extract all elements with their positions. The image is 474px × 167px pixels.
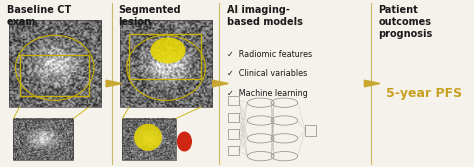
Text: Baseline CT
exam: Baseline CT exam <box>7 5 72 27</box>
Ellipse shape <box>150 37 185 63</box>
Text: ✓  Clinical variables: ✓ Clinical variables <box>227 69 307 78</box>
Ellipse shape <box>134 124 162 151</box>
Polygon shape <box>213 80 228 87</box>
Ellipse shape <box>177 132 192 152</box>
Text: 5-year PFS: 5-year PFS <box>386 87 463 100</box>
Text: Patient
outcomes
prognosis: Patient outcomes prognosis <box>378 5 432 39</box>
Text: ✓  Machine learning: ✓ Machine learning <box>227 89 307 98</box>
Text: ✓  Radiomic features: ✓ Radiomic features <box>227 50 312 59</box>
Polygon shape <box>365 80 380 87</box>
Text: Segmented
lesion: Segmented lesion <box>118 5 181 27</box>
Polygon shape <box>106 80 122 87</box>
Text: AI imaging-
based models: AI imaging- based models <box>227 5 302 27</box>
